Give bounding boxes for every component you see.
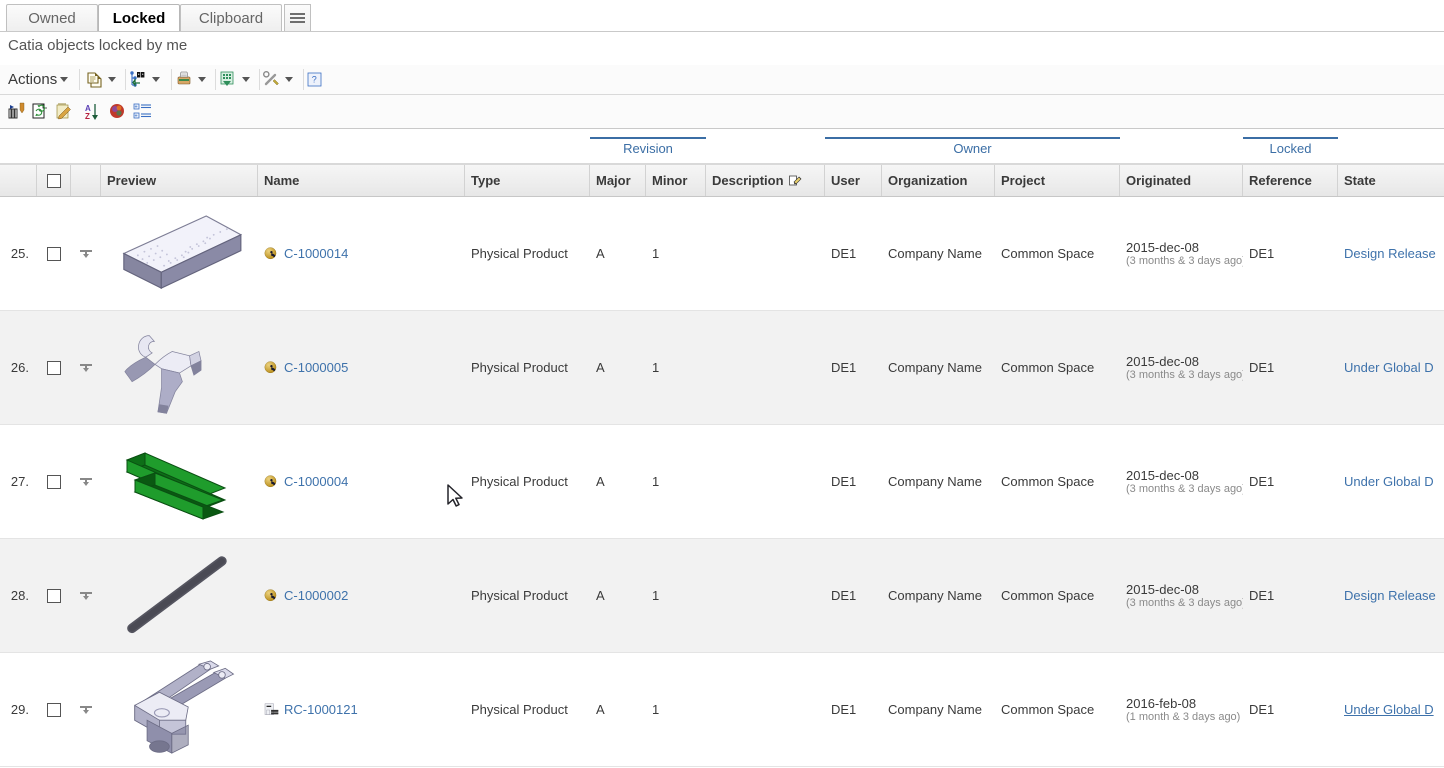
svg-text:?: ? [312, 74, 317, 84]
svg-text:Z: Z [85, 112, 90, 121]
